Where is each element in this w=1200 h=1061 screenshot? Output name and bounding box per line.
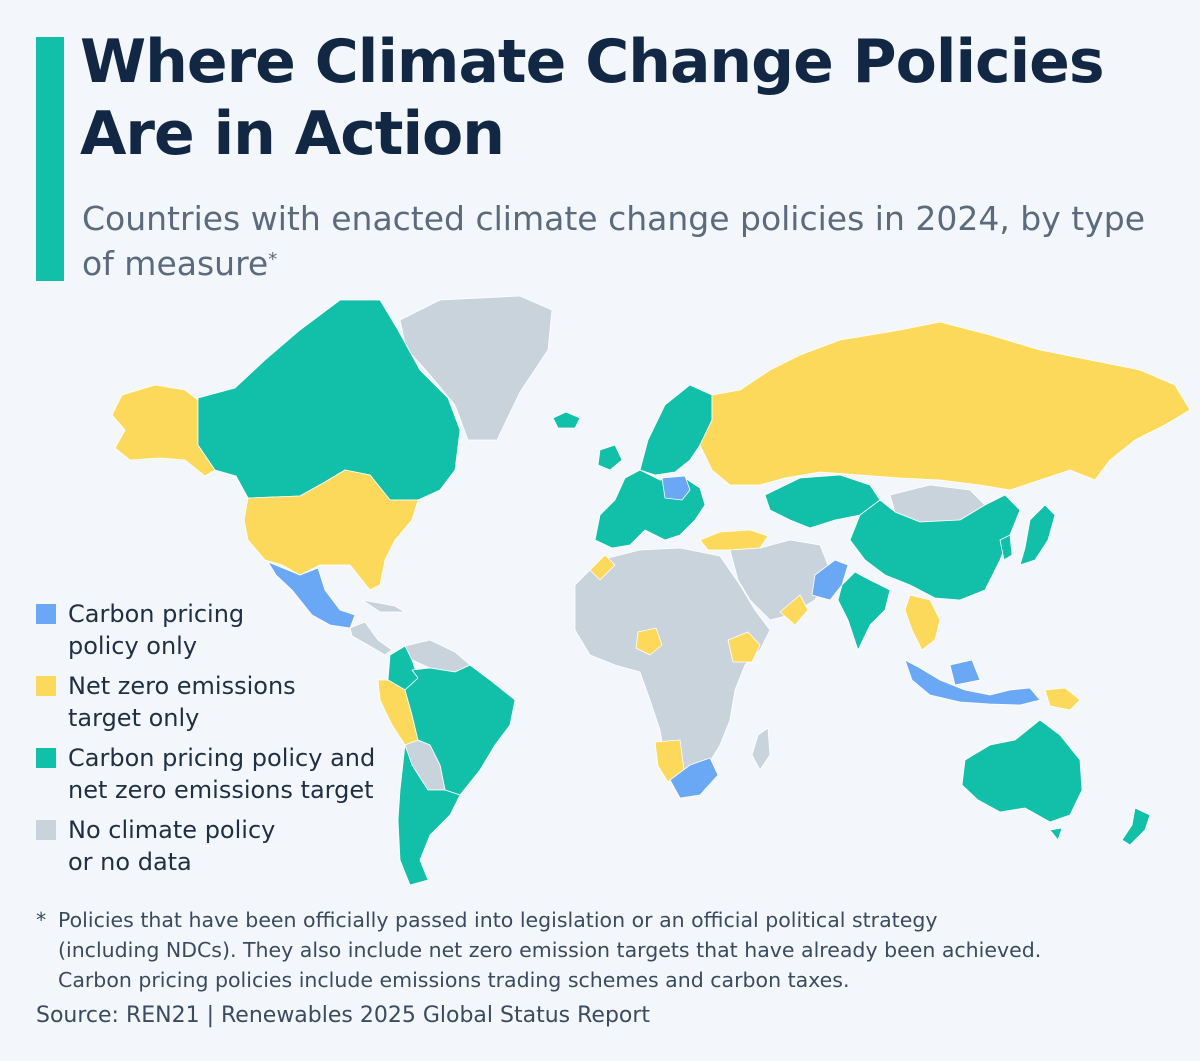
map-region-alaska [111,384,216,477]
map-region-greenland [399,295,553,441]
legend-label-carbon-pricing: Carbon pricing policy only [68,600,245,660]
map-region-mexico [267,561,356,629]
legend-label-both: Carbon pricing policy and net zero emiss… [68,744,376,804]
footnote-text: Policies that have been officially passe… [58,908,1042,992]
map-legend: Carbon pricing policy only Net zero emis… [36,598,396,886]
legend-swatch-both [36,748,56,768]
map-region-central-america [349,599,406,656]
legend-swatch-net-zero [36,676,56,696]
subtitle-text: Countries with enacted climate change po… [82,199,1145,283]
footnote-marker: * [36,908,47,932]
map-region-nigeria [635,627,663,656]
map-region-chile-argentina [397,744,461,886]
map-region-south-africa [669,757,719,799]
map-region-madagascar [751,727,771,771]
map-region-india [837,571,891,651]
legend-label-none: No climate policy or no data [68,816,276,876]
legend-swatch-none [36,820,56,840]
subtitle-footnote-mark: * [268,249,278,270]
source-credit: Source: REN21 | Renewables 2025 Global S… [36,1003,651,1028]
map-region-middle-east [729,539,831,621]
map-region-indonesia [904,659,1041,706]
map-region-japan [1019,504,1056,566]
map-region-iceland [552,411,581,429]
map-region-western-europe [594,444,706,549]
map-region-png [1044,687,1081,711]
map-region-southeast-asia [904,594,941,651]
legend-item-net-zero: Net zero emissions target only [36,670,396,734]
map-region-scandinavia [639,384,713,476]
map-region-africa [574,547,771,791]
map-region-poland [661,475,691,501]
map-region-russia [699,321,1191,491]
map-region-morocco [589,554,616,581]
map-region-oman [779,594,809,626]
map-region-turkey [699,529,769,551]
map-region-korea [999,534,1013,561]
accent-bar [36,37,64,281]
chart-title: Where Climate Change Policies Are in Act… [80,27,1105,169]
chart-subtitle: Countries with enacted climate change po… [82,196,1172,286]
map-region-canada [197,299,461,501]
legend-item-both: Carbon pricing policy and net zero emiss… [36,742,396,806]
legend-item-none: No climate policy or no data [36,814,396,878]
world-map [111,295,1191,886]
legend-swatch-carbon-pricing [36,604,56,624]
legend-item-carbon-pricing: Carbon pricing policy only [36,598,396,662]
footnote: * Policies that have been officially pas… [36,905,1166,995]
map-region-ethiopia [727,631,761,663]
map-region-new-zealand [1121,807,1151,846]
map-region-usa [243,469,419,591]
legend-label-net-zero: Net zero emissions target only [68,672,296,732]
map-region-brazil [404,664,516,796]
map-region-australia [961,719,1083,841]
